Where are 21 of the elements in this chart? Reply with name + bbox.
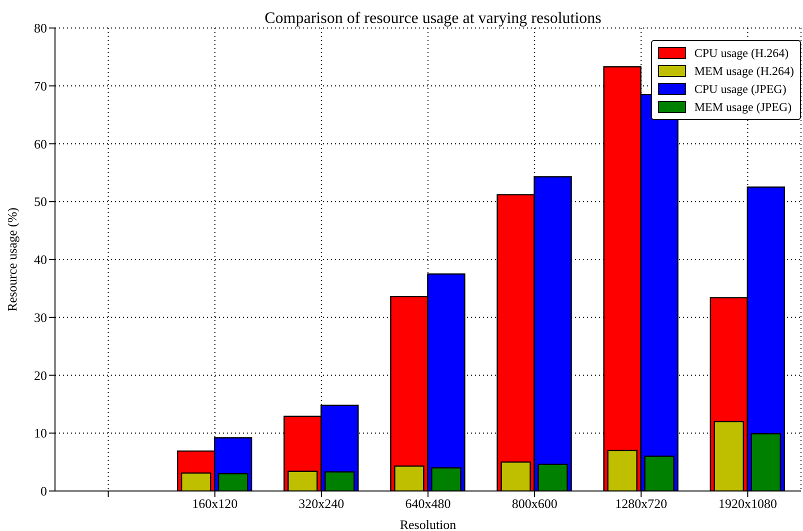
y-tick-label: 40 [34,252,47,268]
legend-label: CPU usage (H.264) [694,46,789,60]
y-tick-label: 0 [40,484,47,499]
y-tick-label: 70 [34,78,47,94]
x-tick-label: 320x240 [298,496,344,512]
y-tick-label: 20 [34,368,47,383]
legend-label: CPU usage (JPEG) [694,82,786,96]
chart-title: Comparison of resource usage at varying resolutions [264,10,602,28]
y-tick-label: 50 [34,194,47,210]
x-tick-label: 800x600 [512,496,558,512]
y-tick-label: 60 [34,136,47,152]
y-tick-label: 80 [34,20,47,36]
legend-label: MEM usage (JPEG) [694,100,792,114]
x-tick-label: 1920x1080 [718,496,777,512]
x-tick-label: 160x120 [192,496,238,512]
legend-label: MEM usage (H.264) [694,64,794,78]
x-axis-title: Resolution [400,517,457,531]
x-tick-label: 640x480 [405,496,451,512]
x-tick-label: 1280x720 [615,496,668,512]
y-tick-label: 30 [34,310,47,325]
y-tick-label: 10 [34,426,47,441]
